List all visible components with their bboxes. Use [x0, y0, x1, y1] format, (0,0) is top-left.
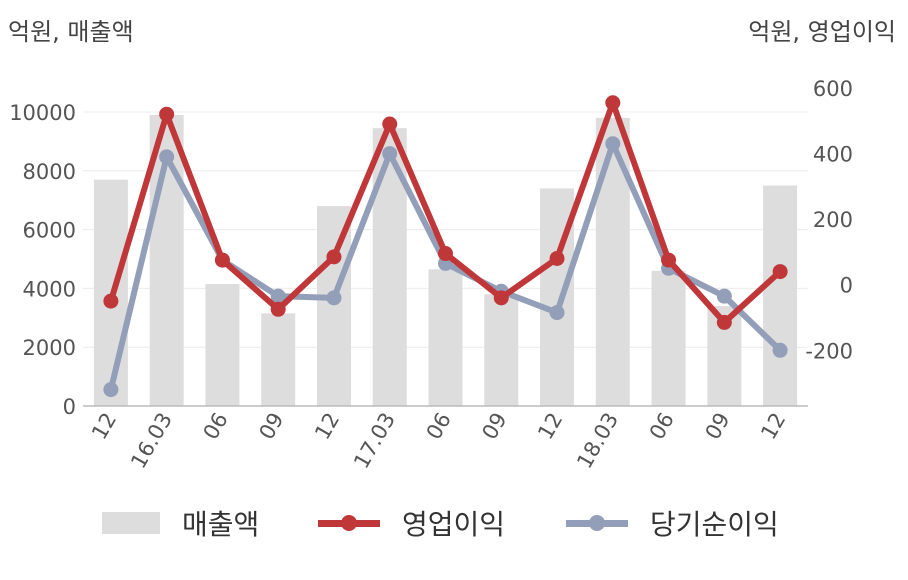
- chart-plot: 0 2000 4000 6000 8000 10000 -200 0 200 400 600 12…: [9, 77, 853, 473]
- legend-item-revenue: 매출액: [102, 503, 259, 543]
- right-tick-label: 0: [840, 274, 853, 298]
- bar-revenue: [428, 269, 463, 406]
- right-tick-label: 200: [813, 208, 853, 232]
- legend-swatch-net-income: [566, 512, 628, 534]
- left-tick-label: 0: [63, 395, 76, 419]
- data-point: [214, 252, 230, 268]
- data-point: [772, 264, 788, 280]
- x-tick-label: 12: [87, 409, 121, 444]
- right-tick-label: -200: [805, 339, 853, 363]
- x-tick-label: 18.03: [572, 409, 623, 473]
- bar-revenue: [372, 128, 407, 407]
- data-point: [661, 252, 677, 268]
- data-point: [605, 95, 621, 111]
- legend-item-operating-profit: 영업이익: [318, 503, 505, 543]
- bar-revenue: [316, 206, 351, 406]
- bar-revenue: [651, 270, 686, 406]
- right-tick-label: 400: [813, 143, 853, 167]
- x-tick-label: 06: [422, 409, 456, 444]
- left-axis-ticks: 0 2000 4000 6000 8000 10000: [9, 101, 76, 419]
- left-tick-label: 6000: [23, 219, 76, 243]
- data-point: [716, 314, 732, 330]
- legend-item-net-income: 당기순이익: [566, 503, 779, 543]
- legend-label-revenue: 매출액: [182, 508, 260, 541]
- bar-revenue: [484, 294, 519, 406]
- legend-swatch-revenue: [102, 512, 160, 534]
- data-point: [270, 288, 286, 304]
- x-tick-label: 17.03: [349, 409, 400, 473]
- data-point: [103, 382, 119, 398]
- data-point: [382, 116, 398, 132]
- data-point: [326, 290, 342, 306]
- data-point: [270, 301, 286, 317]
- right-tick-label: 600: [813, 77, 853, 101]
- bar-revenue: [261, 313, 296, 406]
- x-axis-labels: 12 16.03 06 09 12 17.03 06 09 12 18.03 06 09 12: [87, 409, 790, 473]
- data-point: [438, 246, 453, 262]
- data-point: [549, 250, 565, 266]
- data-point: [716, 288, 732, 304]
- x-tick-label: 09: [254, 409, 288, 444]
- x-tick-label: 12: [310, 409, 344, 444]
- data-point: [772, 342, 788, 358]
- data-point: [382, 146, 398, 162]
- line-series: [103, 95, 788, 398]
- x-tick-label: 09: [701, 409, 735, 444]
- bar-revenue: [763, 185, 798, 406]
- legend-label-operating-profit: 영업이익: [402, 508, 506, 541]
- x-tick-label: 12: [756, 409, 790, 444]
- data-point: [493, 290, 509, 306]
- left-tick-label: 8000: [23, 160, 76, 184]
- bar-revenue: [595, 117, 630, 406]
- data-point: [159, 106, 175, 122]
- data-point: [326, 249, 342, 265]
- bar-revenue: [205, 283, 240, 406]
- legend-swatch-operating-profit: [318, 512, 380, 534]
- legend: 매출액 영업이익 당기순이익: [0, 503, 908, 543]
- data-point: [605, 136, 621, 152]
- right-axis-ticks: -200 0 200 400 600: [805, 77, 853, 363]
- line-series-operating-profit: [103, 95, 788, 330]
- left-tick-label: 10000: [9, 101, 76, 125]
- x-tick-label: 06: [199, 409, 233, 444]
- legend-label-net-income: 당기순이익: [650, 508, 779, 541]
- x-tick-label: 06: [645, 409, 679, 444]
- data-point: [549, 305, 565, 321]
- left-tick-label: 2000: [23, 336, 76, 360]
- x-tick-label: 09: [477, 409, 511, 444]
- x-tick-label: 12: [533, 409, 567, 444]
- data-point: [103, 293, 119, 309]
- left-axis-unit: 억원, 매출액: [8, 18, 134, 46]
- x-tick-label: 16.03: [126, 409, 177, 473]
- data-point: [159, 149, 175, 165]
- left-tick-label: 4000: [23, 277, 76, 301]
- right-axis-unit: 억원, 영업이익: [748, 18, 896, 46]
